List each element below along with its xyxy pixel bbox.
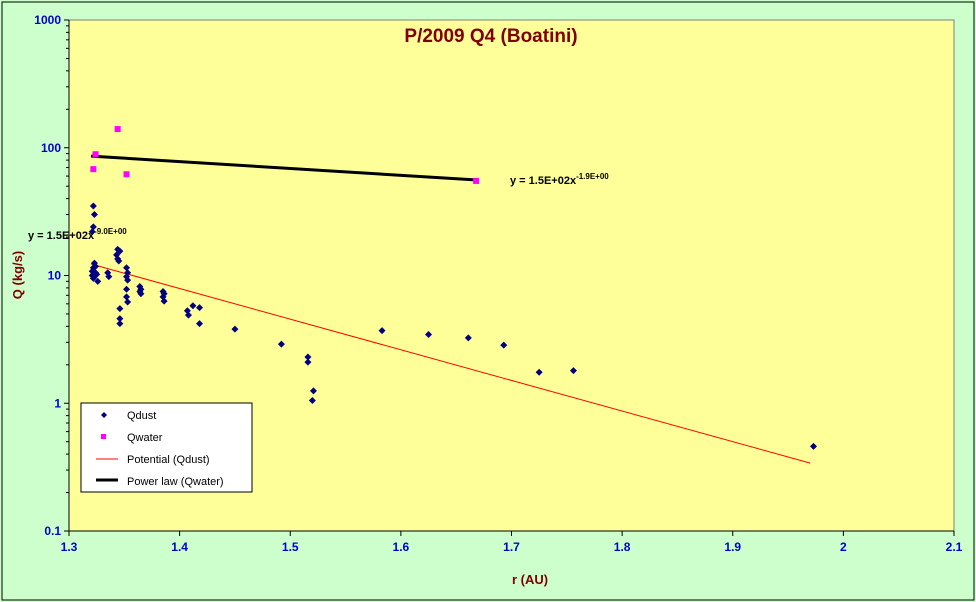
qdust-point [500, 341, 508, 349]
qdust-point [309, 387, 317, 395]
axes: 1.3 1.4 1.5 1.6 1.7 1.8 1.9 2 2.1 0.1 1 10 100 1000 [34, 13, 962, 554]
qwater-point [92, 151, 99, 158]
dust-fit-equation-exponent: -9.0E+00 [94, 227, 127, 236]
x-tick-label: 1.7 [503, 540, 520, 554]
y-tick-label: 10 [48, 269, 62, 283]
x-tick-label: 2.1 [946, 540, 963, 554]
x-tick-label: 1.6 [393, 540, 410, 554]
qdust-point [116, 315, 124, 323]
qwater-point [123, 171, 130, 178]
qdust-point [88, 228, 96, 236]
water-fit-equation-main: y = 1.5E+02x [510, 175, 577, 187]
qdust-point [123, 285, 131, 293]
qdust-point [124, 298, 132, 306]
qdust-point [124, 276, 132, 284]
x-axis-label: r (AU) [512, 572, 548, 587]
x-tick-label: 1.4 [171, 540, 188, 554]
y-axis-label: Q (kg/s) [10, 251, 25, 299]
qdust-point [116, 320, 124, 328]
qdust-point [464, 334, 472, 342]
legend-box [80, 402, 253, 493]
qdust-point [535, 368, 543, 376]
y-tick-label: 0.1 [44, 524, 61, 538]
x-tick-label: 2 [840, 540, 847, 554]
qdust-point [92, 262, 100, 270]
qdust-point [90, 211, 98, 219]
legend-qdust-marker [101, 412, 107, 418]
qdust-point [115, 257, 123, 265]
qdust-point [810, 442, 818, 450]
qdust-point [196, 320, 204, 328]
qdust-point [105, 273, 113, 281]
legend-qdust-label: Qdust [127, 410, 156, 422]
qwater-point [90, 166, 97, 173]
x-tick-label: 1.8 [614, 540, 631, 554]
qdust-point [137, 290, 145, 298]
qdust-point [160, 297, 168, 305]
x-tick-label: 1.9 [724, 540, 741, 554]
legend-water-fit-label: Power law (Qwater) [127, 476, 224, 488]
qdust-point [378, 327, 386, 335]
legend: Qdust Qwater Potential (Qdust) Power law… [80, 402, 253, 493]
x-tick-label: 1.5 [282, 540, 299, 554]
qdust-point [123, 264, 131, 272]
qdust-point [231, 325, 239, 333]
data-points [88, 126, 818, 450]
qdust-point [569, 367, 577, 375]
qdust-point [89, 274, 97, 282]
qdust-point [89, 223, 97, 231]
chart-title: P/2009 Q4 (Boatini) [404, 26, 577, 47]
water-fit-equation: y = 1.5E+02x-1.9E+00 [510, 172, 609, 187]
qdust-point [92, 269, 100, 277]
qdust-point [89, 202, 97, 210]
qdust-point [304, 358, 312, 366]
qdust-point [196, 304, 204, 312]
qdust-point [304, 353, 312, 361]
dust-fit-equation-main: y = 1.5E+02x [28, 230, 95, 242]
y-tick-label: 100 [41, 141, 61, 155]
y-tick-label: 1000 [34, 13, 61, 27]
qdust-point [308, 397, 316, 405]
trendlines [90, 154, 811, 464]
qdust-point [189, 302, 197, 310]
qdust-point [116, 305, 124, 313]
qdust-point [425, 331, 433, 339]
y-tick-label: 1 [54, 396, 61, 410]
qdust-point [94, 277, 102, 285]
qdust-point [116, 247, 124, 255]
qdust-point [123, 293, 131, 301]
qwater-point [114, 126, 121, 133]
qwater-point [473, 177, 480, 184]
dust-trendline [90, 263, 811, 464]
dust-fit-equation: y = 1.5E+02x-9.0E+00 [28, 227, 127, 242]
legend-qwater-label: Qwater [127, 432, 163, 444]
water-trendline [91, 154, 476, 182]
legend-qwater-marker [101, 434, 106, 439]
x-tick-label: 1.3 [61, 540, 78, 554]
water-fit-equation-exponent: -1.9E+00 [576, 172, 609, 181]
qdust-point [277, 340, 285, 348]
qdust-point [184, 311, 192, 319]
legend-dust-fit-label: Potential (Qdust) [127, 454, 210, 466]
